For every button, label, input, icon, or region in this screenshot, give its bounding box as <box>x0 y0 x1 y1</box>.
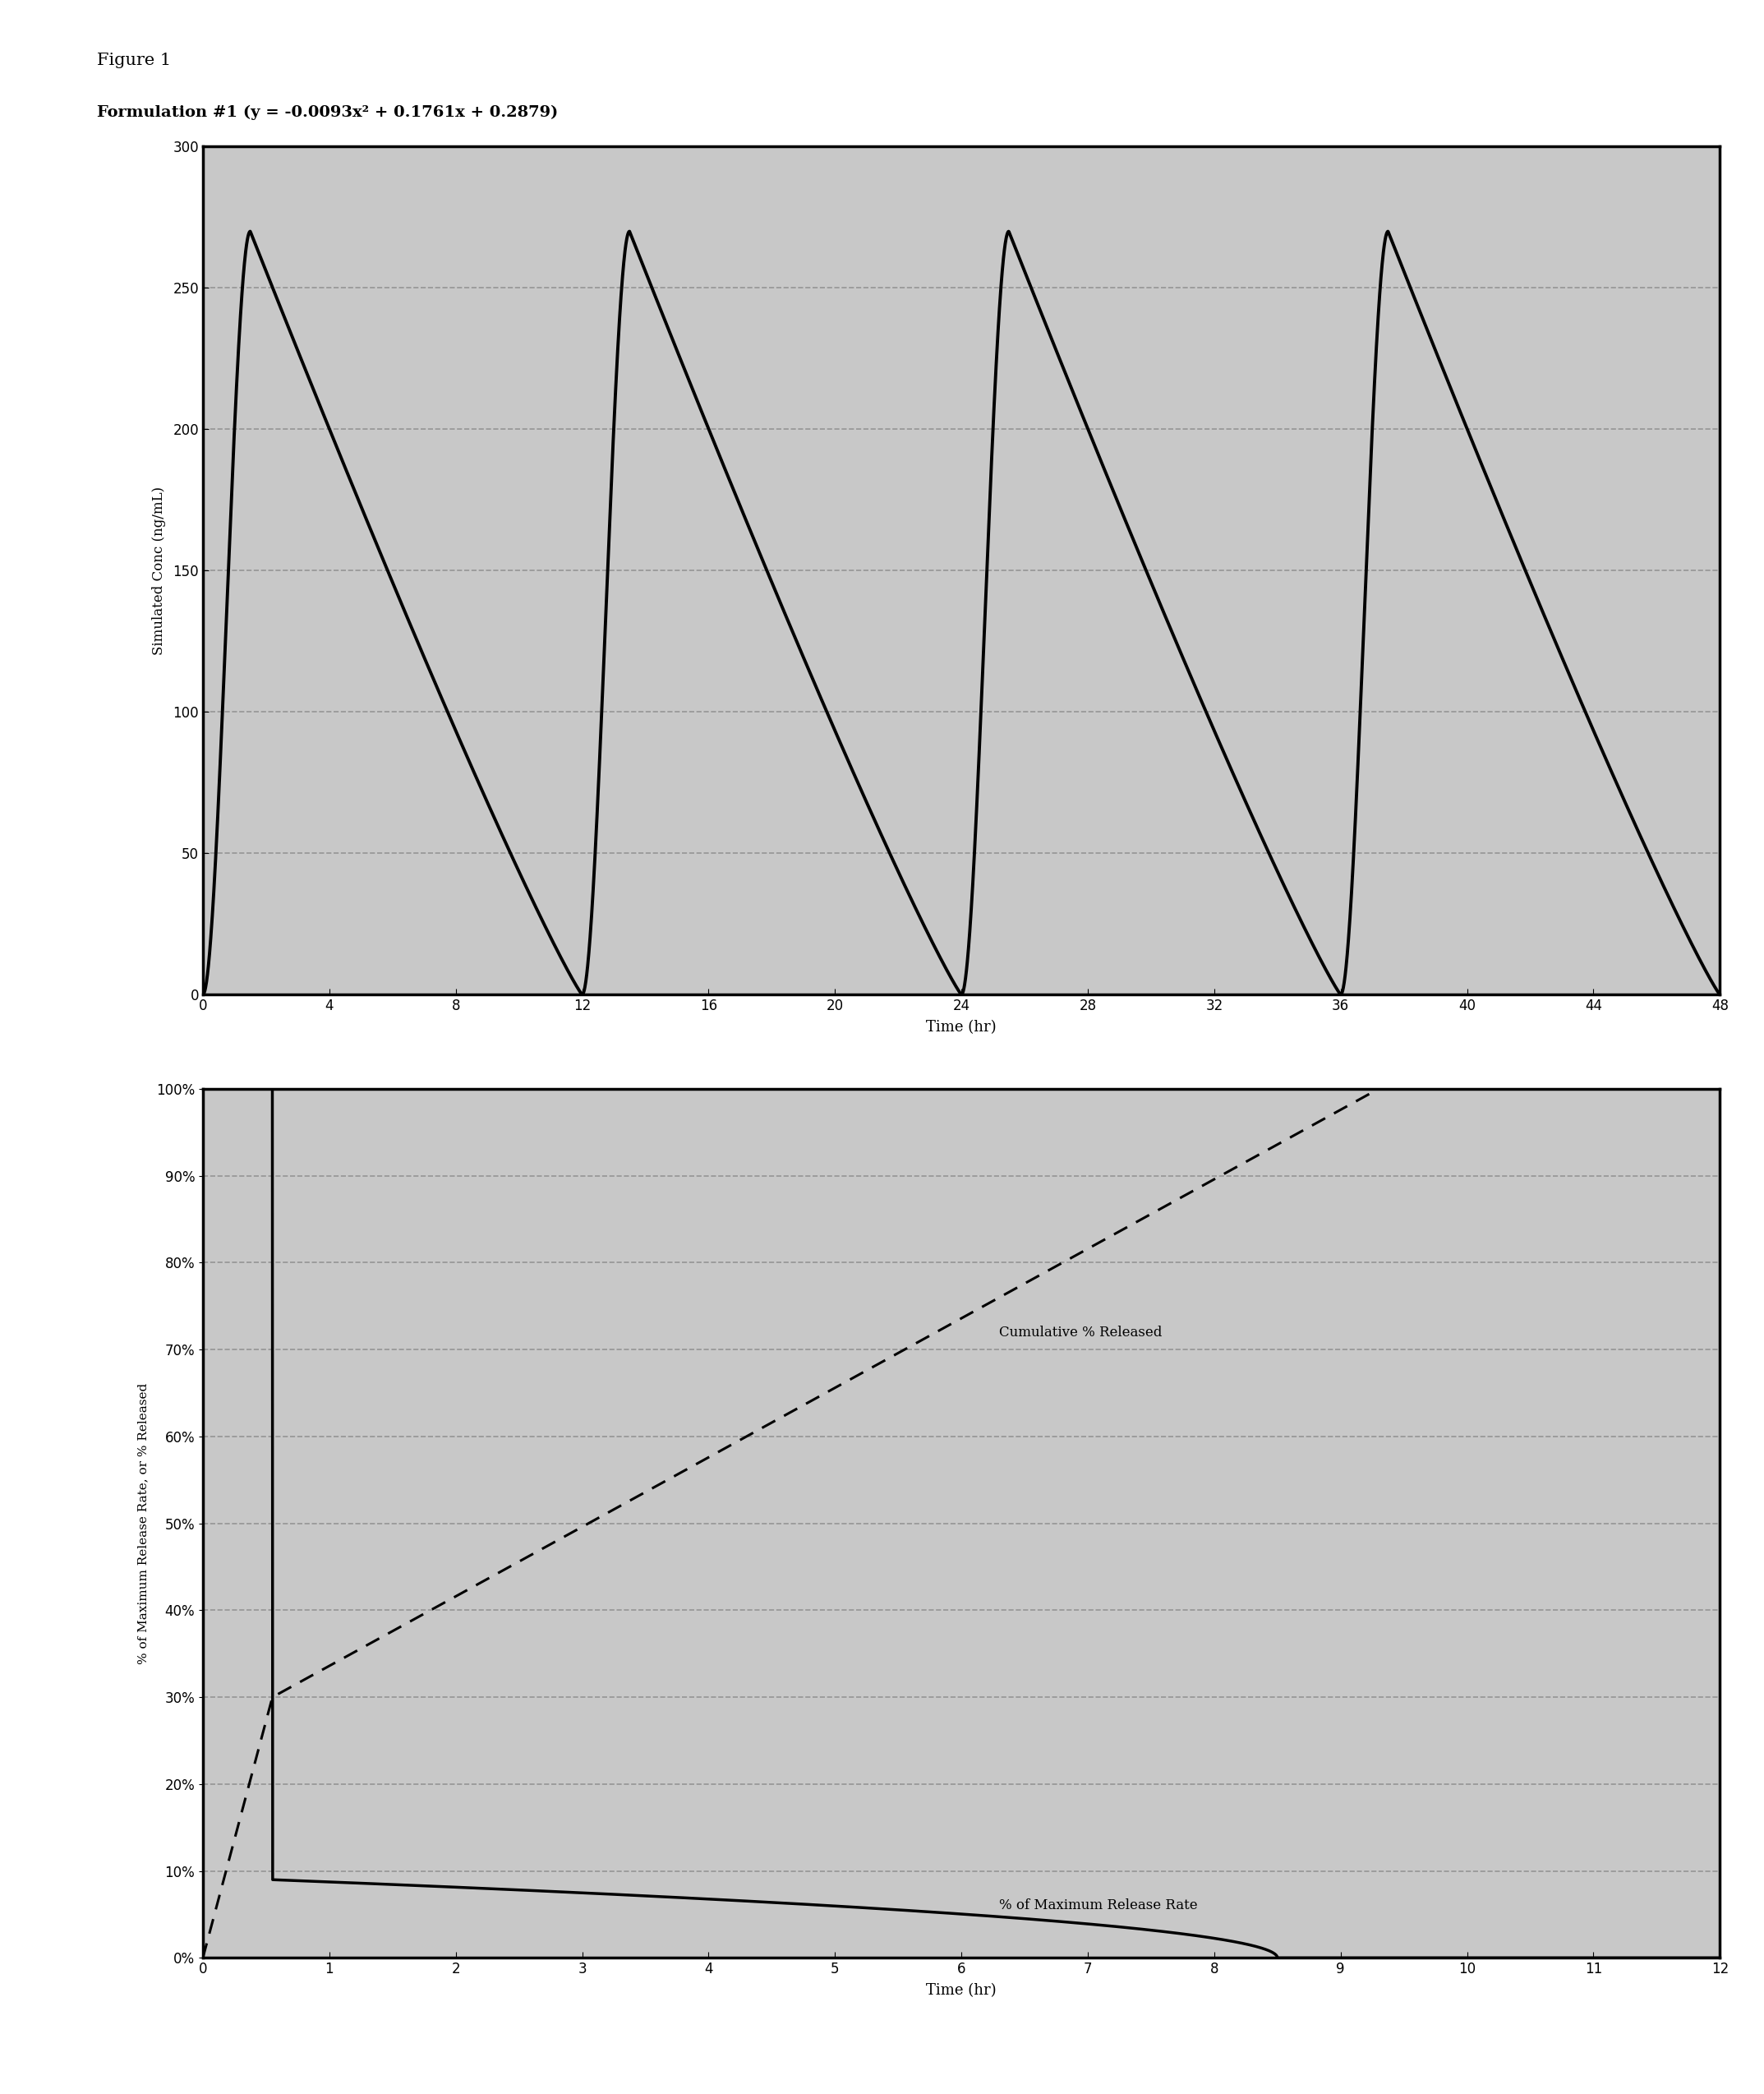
Y-axis label: % of Maximum Release Rate, or % Released: % of Maximum Release Rate, or % Released <box>138 1382 150 1665</box>
Text: Formulation #1 (y = -0.0093x² + 0.1761x + 0.2879): Formulation #1 (y = -0.0093x² + 0.1761x … <box>97 105 557 119</box>
X-axis label: Time (hr): Time (hr) <box>926 1983 997 1998</box>
Text: Figure 1: Figure 1 <box>97 52 171 67</box>
Text: Cumulative % Released: Cumulative % Released <box>998 1326 1162 1340</box>
X-axis label: Time (hr): Time (hr) <box>926 1020 997 1034</box>
Y-axis label: Simulated Conc (ng/mL): Simulated Conc (ng/mL) <box>152 486 166 655</box>
Text: % of Maximum Release Rate: % of Maximum Release Rate <box>998 1899 1198 1912</box>
